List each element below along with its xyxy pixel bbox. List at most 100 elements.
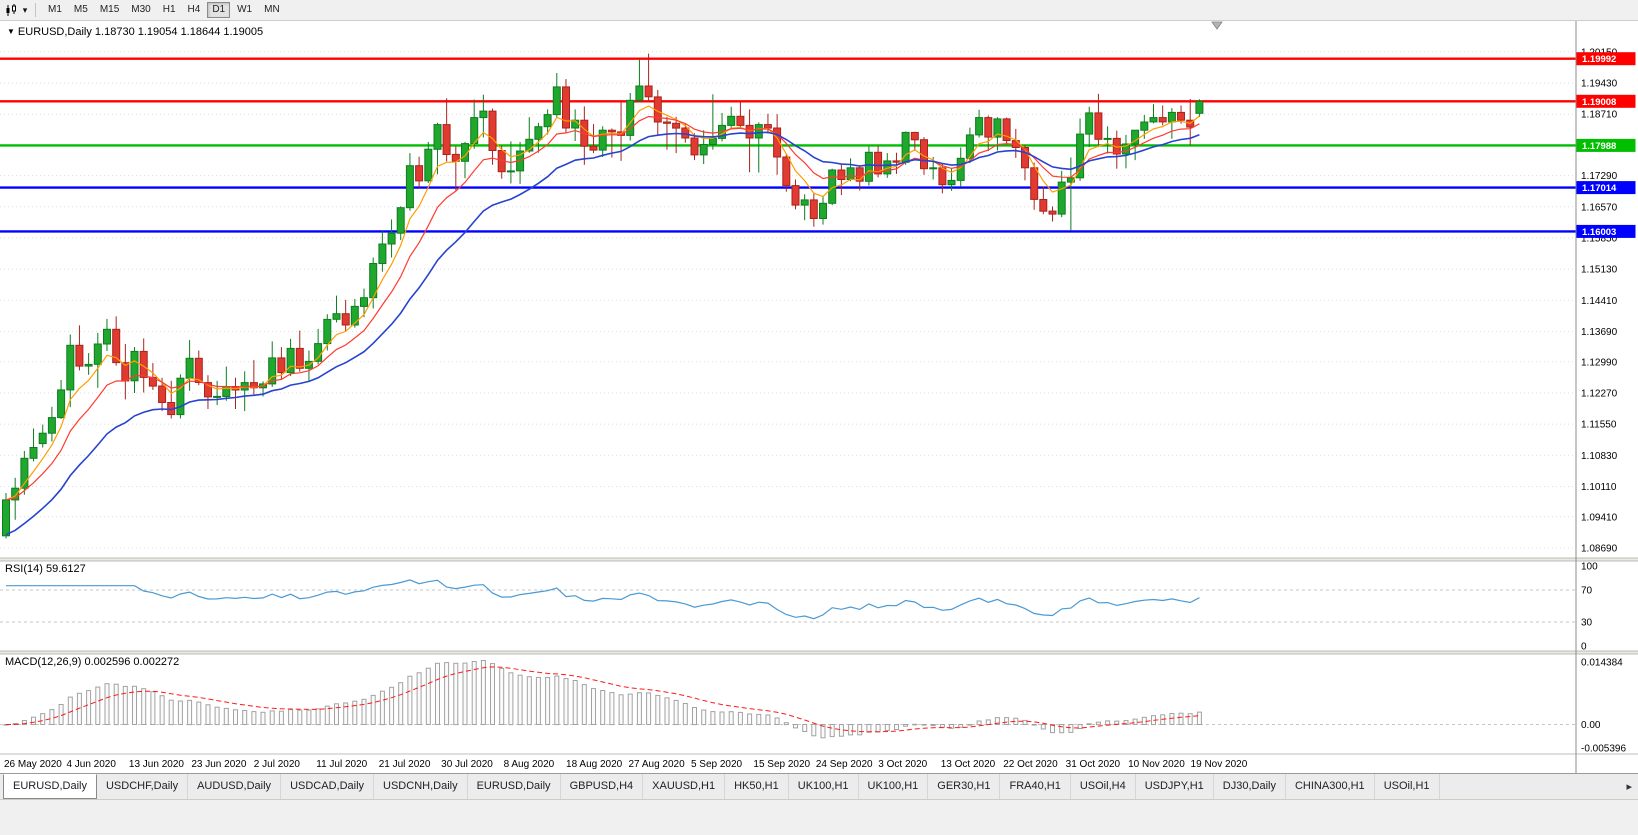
svg-text:1.08690: 1.08690 [1581, 543, 1618, 554]
chart-tab-0-eurusd-daily[interactable]: EURUSD,Daily [3, 774, 97, 799]
chart-tab-10-uk100-h1[interactable]: UK100,H1 [859, 774, 929, 799]
chart-tab-4-usdcnh-daily[interactable]: USDCNH,Daily [374, 774, 468, 799]
svg-text:1.13690: 1.13690 [1581, 327, 1618, 338]
svg-text:1.19430: 1.19430 [1581, 79, 1618, 90]
svg-text:5 Sep 2020: 5 Sep 2020 [691, 759, 743, 770]
price-tag-1.19992 [1576, 52, 1636, 66]
timeframe-button-h4[interactable]: H4 [183, 2, 206, 18]
timeframe-button-m5[interactable]: M5 [69, 2, 93, 18]
chart-type-dropdown-icon[interactable]: ▾ [22, 4, 28, 15]
chart-window: 1.201501.194301.187101.179901.172901.165… [0, 21, 1638, 773]
chart-tab-15-dj30-daily[interactable]: DJ30,Daily [1214, 774, 1286, 799]
svg-text:15 Sep 2020: 15 Sep 2020 [753, 759, 810, 770]
svg-text:4 Jun 2020: 4 Jun 2020 [66, 759, 116, 770]
svg-text:1.16003: 1.16003 [1582, 227, 1616, 238]
svg-text:30 Jul 2020: 30 Jul 2020 [441, 759, 493, 770]
svg-text:22 Oct 2020: 22 Oct 2020 [1003, 759, 1058, 770]
price-tag-1.17014 [1576, 181, 1636, 195]
timeframe-button-m30[interactable]: M30 [126, 2, 155, 18]
chart-tab-2-audusd-daily[interactable]: AUDUSD,Daily [188, 774, 282, 799]
svg-text:1.17014: 1.17014 [1582, 183, 1617, 194]
svg-text:27 Aug 2020: 27 Aug 2020 [629, 759, 686, 770]
ma-mid-line [5, 115, 1200, 501]
svg-text:70: 70 [1581, 586, 1593, 597]
rsi-indicator-label: RSI(14) 59.6127 [5, 563, 86, 575]
svg-text:19 Nov 2020: 19 Nov 2020 [1191, 759, 1248, 770]
chart-tabs: EURUSD,Daily USDCHF,Daily AUDUSD,Daily USDC… [3, 774, 1440, 799]
timeframe-button-m15[interactable]: M15 [95, 2, 124, 18]
chart-shift-marker-icon[interactable] [1211, 21, 1223, 30]
status-bar [0, 799, 1638, 834]
chart-tab-14-usdjpy-h1[interactable]: USDJPY,H1 [1136, 774, 1214, 799]
timeframe-button-mn[interactable]: MN [259, 2, 285, 18]
svg-text:2 Jul 2020: 2 Jul 2020 [254, 759, 301, 770]
svg-text:1.14410: 1.14410 [1581, 296, 1618, 307]
svg-text:1.15130: 1.15130 [1581, 265, 1618, 276]
chart-plot-area[interactable]: 1.201501.194301.187101.179901.172901.165… [0, 21, 1638, 773]
svg-text:11 Jul 2020: 11 Jul 2020 [316, 759, 367, 770]
chart-tab-8-hk50-h1[interactable]: HK50,H1 [725, 774, 789, 799]
svg-text:1.19008: 1.19008 [1582, 97, 1616, 108]
tab-scroll-right-icon[interactable]: ▸ [1623, 780, 1635, 793]
date-axis-labels[interactable]: 26 May 2020 4 Jun 2020 13 Jun 2020 23 Jun 2… [4, 759, 1248, 770]
svg-text:0.00: 0.00 [1581, 720, 1601, 731]
price-tag-1.16003 [1576, 224, 1636, 238]
svg-text:13 Jun 2020: 13 Jun 2020 [129, 759, 184, 770]
chart-tabs-bar: EURUSD,Daily USDCHF,Daily AUDUSD,Daily USDC… [0, 773, 1638, 799]
chart-tab-16-china300-h1[interactable]: CHINA300,H1 [1286, 774, 1375, 799]
svg-text:26 May 2020: 26 May 2020 [4, 759, 62, 770]
timeframe-button-m1[interactable]: M1 [43, 2, 67, 18]
svg-text:0: 0 [1581, 642, 1587, 653]
svg-text:1.16570: 1.16570 [1581, 202, 1618, 213]
svg-text:1.12990: 1.12990 [1581, 357, 1618, 368]
macd-axis-labels: 0.014384 0.00 -0.005396 [1581, 658, 1626, 755]
chart-tab-9-uk100-h1[interactable]: UK100,H1 [789, 774, 859, 799]
svg-text:1.19992: 1.19992 [1582, 54, 1616, 65]
price-tags: 1.19992 1.19008 1.17988 1.17014 1.16003 [1576, 52, 1636, 238]
chart-tab-12-fra40-h1[interactable]: FRA40,H1 [1000, 774, 1071, 799]
svg-text:13 Oct 2020: 13 Oct 2020 [941, 759, 996, 770]
price-tag-1.17988 [1576, 138, 1636, 152]
svg-text:1.18710: 1.18710 [1581, 110, 1618, 121]
timeframes-toolbar: ▾ M1 M5 M15 M30 H1 H4 D1 W1 MN [0, 0, 1638, 21]
price-tag-1.19008 [1576, 94, 1636, 108]
panel-separators[interactable] [0, 557, 1638, 755]
chart-tab-3-usdcad-daily[interactable]: USDCAD,Daily [281, 774, 375, 799]
svg-text:1.17988: 1.17988 [1582, 141, 1616, 152]
svg-text:24 Sep 2020: 24 Sep 2020 [816, 759, 873, 770]
svg-text:30: 30 [1581, 618, 1593, 629]
svg-text:0.014384: 0.014384 [1581, 658, 1623, 669]
svg-text:1.09410: 1.09410 [1581, 512, 1618, 523]
candlestick-chart-icon[interactable] [3, 2, 19, 18]
svg-text:100: 100 [1581, 562, 1598, 573]
svg-text:1.11550: 1.11550 [1581, 420, 1617, 431]
svg-text:1.10830: 1.10830 [1581, 451, 1618, 462]
candlestick-glyph [6, 3, 16, 16]
svg-text:1.12270: 1.12270 [1581, 388, 1618, 399]
timeframe-button-h1[interactable]: H1 [158, 2, 181, 18]
svg-text:18 Aug 2020: 18 Aug 2020 [566, 759, 623, 770]
tick-direction-icon: ▼ [7, 27, 15, 36]
chart-tab-5-eurusd-daily[interactable]: EURUSD,Daily [468, 774, 561, 799]
svg-text:23 Jun 2020: 23 Jun 2020 [191, 759, 246, 770]
svg-text:10 Nov 2020: 10 Nov 2020 [1128, 759, 1185, 770]
chart-tab-7-xauusd-h1[interactable]: XAUUSD,H1 [643, 774, 726, 799]
macd-histogram [3, 660, 1202, 739]
chart-tab-1-usdchf-daily[interactable]: USDCHF,Daily [97, 774, 189, 799]
svg-text:3 Oct 2020: 3 Oct 2020 [878, 759, 927, 770]
chart-tab-17-usoil-h1[interactable]: USOil,H1 [1375, 774, 1440, 799]
timeframe-button-w1[interactable]: W1 [232, 2, 257, 18]
svg-text:1.17290: 1.17290 [1581, 171, 1618, 182]
chart-title-text: EURUSD,Daily 1.18730 1.19054 1.18644 1.1… [17, 26, 264, 38]
chart-tab-6-gbpusd-h4[interactable]: GBPUSD,H4 [561, 774, 644, 799]
toolbar-separator [35, 3, 36, 17]
chart-tab-13-usoil-h4[interactable]: USOil,H4 [1071, 774, 1136, 799]
timeframe-button-d1[interactable]: D1 [207, 2, 231, 18]
chart-tab-11-ger30-h1[interactable]: GER30,H1 [928, 774, 1001, 799]
svg-text:8 Aug 2020: 8 Aug 2020 [504, 759, 555, 770]
rsi-line [6, 579, 1200, 620]
svg-text:-0.005396: -0.005396 [1581, 744, 1626, 755]
ma-slow-line [5, 131, 1200, 536]
macd-signal-line [5, 666, 1200, 733]
